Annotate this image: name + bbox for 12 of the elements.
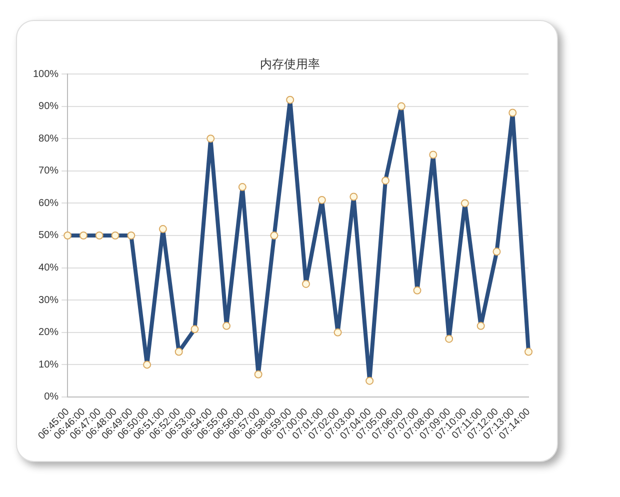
y-tick-label: 30% (38, 294, 59, 306)
y-tick-label: 0% (44, 392, 59, 403)
y-tick-label: 60% (38, 198, 59, 209)
y-tick-label: 40% (38, 262, 59, 274)
y-tick-label: 90% (38, 101, 59, 112)
y-tick-label: 50% (38, 230, 59, 242)
y-tick-label: 70% (38, 166, 59, 177)
y-tick-label: 80% (38, 133, 59, 144)
y-tick-label: 10% (38, 359, 59, 370)
y-tick-label: 100% (33, 68, 59, 80)
y-tick-label: 20% (38, 327, 59, 338)
chart-title: 内存使用率 (260, 57, 320, 71)
